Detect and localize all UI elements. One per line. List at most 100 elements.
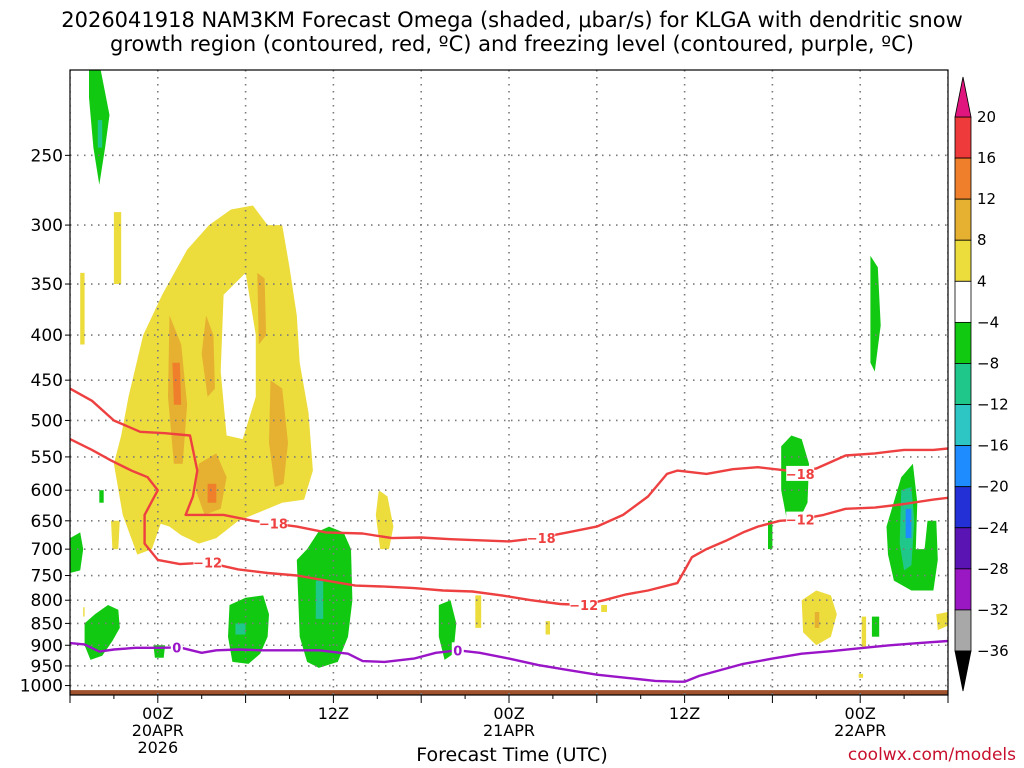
omega-region-yellow-gap	[220, 272, 256, 440]
colorbar-label-9: −20	[977, 478, 1009, 496]
omega-region-orange-band-5	[269, 380, 288, 487]
colorbar-label-5: −4	[977, 313, 999, 331]
omega-region-yellow-mid-3	[545, 621, 550, 635]
minus-12-contour	[70, 438, 948, 607]
omega-region-yellow-right-4	[858, 673, 864, 678]
x-tick-label-54-0: 00Z	[845, 704, 876, 723]
colorbar-top-triangle	[954, 76, 972, 118]
omega-region-orange-band-4	[257, 272, 267, 345]
y-tick-label-650: 650	[31, 512, 63, 532]
ground-surface	[70, 690, 948, 695]
colorbar-bottom-triangle	[954, 650, 972, 692]
colorbar-label-8: −16	[977, 437, 1009, 455]
minus-18-contour	[70, 387, 948, 543]
omega-region-yellow-left-low	[83, 607, 85, 617]
y-tick-label-450: 450	[31, 371, 63, 391]
y-tick-label-400: 400	[31, 326, 63, 346]
freezing-level-contour-label-0: 0	[172, 641, 181, 656]
omega-region-yellow-right-3	[936, 612, 948, 631]
y-tick-label-850: 850	[31, 614, 63, 634]
omega-region-yellow-right-1	[801, 590, 837, 646]
minus-12-contour-label-1: −12	[569, 599, 598, 614]
colorbar-bin-7	[954, 404, 972, 447]
omega-region-blue-right-4	[905, 508, 912, 539]
x-tick-label-30-0: 00Z	[493, 704, 524, 723]
x-tick-label-6-0: 00Z	[142, 704, 173, 723]
omega-region-yellow-mid-4	[601, 605, 607, 612]
x-tick-label-54-1: 22APR	[834, 721, 886, 740]
freezing-level-contour	[70, 639, 948, 683]
omega-region-green-right-3	[768, 520, 773, 550]
colorbar-bin-2	[954, 198, 972, 241]
omega-region-green-low-1	[84, 605, 120, 660]
omega-region-left-green-dot	[99, 490, 104, 503]
minus-12-contour-label-2: −12	[786, 514, 815, 529]
colorbar-label-0: 20	[977, 108, 996, 126]
y-tick-label-250: 250	[31, 146, 63, 166]
colorbar-bin-10	[954, 527, 972, 570]
colorbar-bin-5	[954, 321, 972, 364]
omega-region-left-green-edge	[70, 532, 84, 573]
omega-region-yellow-mid-2	[475, 595, 482, 628]
y-tick-label-350: 350	[31, 275, 63, 295]
omega-region-green-right-2	[870, 255, 881, 372]
colorbar-bin-3	[954, 239, 972, 282]
omega-region-orange-core-2	[207, 483, 217, 503]
minus-18-contour-label-bg-1	[527, 530, 556, 546]
omega-region-orange-right-1	[814, 612, 820, 628]
colorbar-bin-11	[954, 568, 972, 611]
colorbar-label-1: 16	[977, 149, 996, 167]
colorbar-label-6: −8	[977, 354, 999, 372]
omega-region-green-low-3	[228, 595, 269, 664]
x-tick-label-30-1: 21APR	[483, 721, 535, 740]
minus-18-contour-label-bg-2	[786, 465, 815, 481]
omega-region-cyan-tower	[315, 580, 324, 619]
freezing-level-contour-label-1: 0	[453, 644, 462, 659]
omega-region-orange-core-1	[172, 362, 182, 405]
colorbar-label-3: 8	[977, 231, 987, 249]
omega-region-yellow-mid-1	[375, 490, 394, 550]
minus-18-contour-label-2: −18	[786, 468, 815, 483]
chart-title-line-2: growth region (contoured, red, ºC) and f…	[110, 32, 914, 56]
omega-region-thin-yellow-1	[80, 272, 85, 345]
omega-region-left-yellow-low	[111, 520, 120, 550]
minus-18-contour-label-1: −18	[527, 532, 556, 547]
colorbar-label-12: −32	[977, 601, 1009, 619]
colorbar-bin-4	[954, 280, 972, 323]
freezing-level-contour-label-bg-0	[170, 639, 183, 655]
colorbar-label-11: −28	[977, 560, 1009, 578]
colorbar-label-10: −24	[977, 519, 1009, 537]
minus-12-contour-label-bg-1	[569, 596, 598, 612]
x-tick-label-6-1: 20APR	[132, 721, 184, 740]
y-tick-label-1000: 1000	[20, 677, 63, 697]
omega-region-green-tower	[296, 526, 353, 668]
y-tick-label-700: 700	[31, 540, 63, 560]
freezing-level-contour-label-bg-1	[451, 642, 464, 658]
x-axis-title: Forecast Time (UTC)	[416, 744, 608, 766]
omega-region-green-right-5	[871, 616, 880, 637]
colorbar-bin-0	[954, 116, 972, 159]
colorbar-label-4: 4	[977, 272, 987, 290]
x-tick-label-18-0: 12Z	[318, 704, 349, 723]
y-tick-label-900: 900	[31, 636, 63, 656]
minus-12-contour-label-0: −12	[193, 557, 222, 572]
omega-region-thin-yellow-2	[113, 212, 122, 284]
colorbar-label-13: −36	[977, 642, 1009, 660]
y-tick-label-500: 500	[31, 411, 63, 431]
minus-18-contour-label-0: −18	[259, 518, 288, 533]
omega-region-cyan-low-3	[235, 623, 246, 635]
omega-region-orange-band-2	[201, 315, 215, 397]
y-tick-label-800: 800	[31, 591, 63, 611]
y-tick-label-750: 750	[31, 567, 63, 587]
colorbar-bin-12	[954, 609, 972, 652]
colorbar-bin-8	[954, 445, 972, 488]
minus-12-contour-label-bg-0	[193, 554, 222, 570]
minus-18-contour-label-bg-0	[259, 515, 288, 531]
site-credit[interactable]: coolwx.com/models	[847, 745, 1016, 765]
x-tick-label-6-2: 2026	[137, 738, 178, 757]
chart-title-line-1: 2026041918 NAM3KM Forecast Omega (shaded…	[61, 8, 963, 32]
colorbar-label-7: −12	[977, 396, 1009, 414]
colorbar-bin-6	[954, 363, 972, 405]
x-tick-label-42-0: 12Z	[669, 704, 700, 723]
